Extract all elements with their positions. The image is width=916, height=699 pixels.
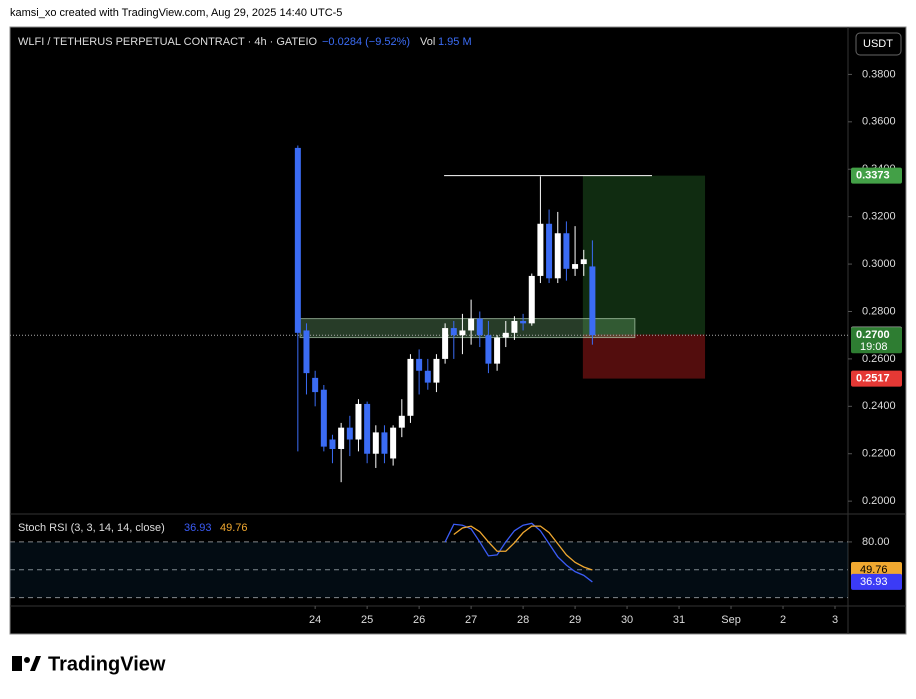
chart-frame xyxy=(9,26,907,635)
credit: kamsi_xo created with TradingView.com, A… xyxy=(10,7,342,19)
candle-body xyxy=(355,403,362,440)
candle-body xyxy=(580,259,587,265)
candle-body xyxy=(476,318,483,336)
y-tick-label: 0.2200 xyxy=(862,448,896,460)
x-tick-label: 24 xyxy=(309,614,321,626)
candle-body xyxy=(520,320,527,324)
indicator-tag-label: 49.76 xyxy=(860,564,888,576)
indicator-line xyxy=(453,525,593,571)
candle-body xyxy=(468,318,475,331)
logo xyxy=(12,656,41,671)
candle-body xyxy=(407,358,414,416)
candle-body xyxy=(442,328,449,359)
volume: 1.95 M xyxy=(438,36,472,48)
candle-body xyxy=(320,389,327,447)
x-tick-label: 2 xyxy=(780,614,786,626)
candle-body xyxy=(459,330,466,336)
candle-body xyxy=(589,266,596,336)
x-tick-label: 29 xyxy=(569,614,581,626)
indicator-title: Stoch RSI (3, 3, 14, 14, close) xyxy=(18,522,165,534)
x-tick-label: 28 xyxy=(517,614,529,626)
x-tick-label: 26 xyxy=(413,614,425,626)
indicator-line xyxy=(444,522,593,583)
indicator-tag xyxy=(851,573,902,590)
stop-tag xyxy=(851,370,902,387)
stop-tag-label: 0.2517 xyxy=(856,372,890,384)
last-price-tag-label: 0.2700 xyxy=(856,329,890,341)
indicator-d: 49.76 xyxy=(220,522,248,534)
band-fill xyxy=(10,541,848,598)
x-tick-label: 25 xyxy=(361,614,373,626)
candle-body xyxy=(303,330,310,374)
target-zone xyxy=(582,175,706,335)
candle-body xyxy=(494,337,501,364)
y2-tick-label: 80.00 xyxy=(862,536,890,548)
x-tick-label: Sep xyxy=(721,614,741,626)
y-tick-label: 0.3000 xyxy=(862,258,896,270)
candle-body xyxy=(554,233,561,279)
stop-zone xyxy=(582,334,706,379)
currency-button[interactable] xyxy=(855,32,902,56)
candle-body xyxy=(329,439,336,449)
x-tick-label: 27 xyxy=(465,614,477,626)
target-tag-label: 0.3373 xyxy=(856,170,890,182)
price-change: −0.0284 (−9.52%) xyxy=(322,36,410,48)
candle-body xyxy=(546,223,553,279)
candle-body xyxy=(390,427,397,459)
candle-body xyxy=(346,427,353,440)
candle-body xyxy=(381,432,388,454)
last-price-tag xyxy=(851,327,902,354)
y-tick-label: 0.2000 xyxy=(862,495,896,507)
target-tag xyxy=(851,167,902,184)
y-tick-label: 0.3200 xyxy=(862,211,896,223)
candle-body xyxy=(528,275,535,324)
indicator-k: 36.93 xyxy=(184,522,212,534)
y-tick-label: 0.2600 xyxy=(862,353,896,365)
candle-body xyxy=(485,335,492,364)
y-tick-label: 0.3600 xyxy=(862,116,896,128)
candle-body xyxy=(398,415,405,428)
y-tick-label: 0.3800 xyxy=(862,68,896,80)
candle-body xyxy=(372,432,379,454)
candle-body xyxy=(511,320,518,333)
candle-body xyxy=(364,403,371,454)
x-tick-label: 30 xyxy=(621,614,633,626)
x-tick-label: 31 xyxy=(673,614,685,626)
chart-title: WLFI / TETHERUS PERPETUAL CONTRACT · 4h … xyxy=(18,36,318,48)
x-tick-label: 3 xyxy=(832,614,838,626)
indicator-tag-label: 36.93 xyxy=(860,576,888,588)
y-tick-label: 0.2800 xyxy=(862,305,896,317)
support-zone xyxy=(299,318,636,339)
candle-body xyxy=(338,427,345,449)
countdown: 19:08 xyxy=(860,341,888,353)
candle-body xyxy=(312,377,319,393)
candle-body xyxy=(537,223,544,276)
volume-label: Vol xyxy=(420,36,435,48)
candle-body xyxy=(294,147,301,333)
y-tick-label: 0.2400 xyxy=(862,400,896,412)
candle-body xyxy=(563,233,570,269)
candle-body xyxy=(450,328,457,336)
footer-brand: TradingView xyxy=(48,653,166,675)
candle-body xyxy=(502,332,509,338)
candle-body xyxy=(424,370,431,383)
candle-body xyxy=(572,264,579,269)
candle-body xyxy=(433,358,440,383)
candle-body xyxy=(416,358,423,371)
currency[interactable]: USDT xyxy=(863,38,893,50)
